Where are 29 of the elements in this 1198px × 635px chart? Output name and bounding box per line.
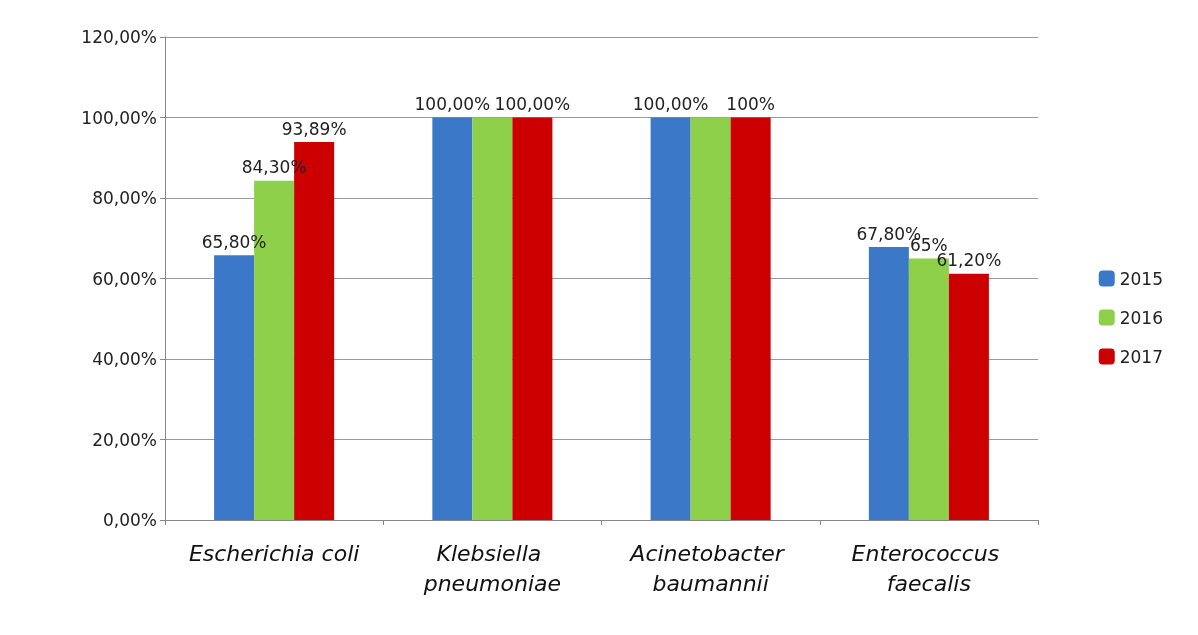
bar (472, 117, 513, 520)
x-tick-label: Acinetobacter baumannii (628, 540, 791, 596)
y-tick-label: 40,00% (92, 349, 157, 369)
bar (690, 117, 731, 520)
y-tick-label: 0,00% (102, 510, 157, 530)
bar (214, 255, 255, 520)
legend-label: 2015 (1119, 268, 1163, 289)
y-tick-label: 120,00% (81, 27, 157, 47)
data-label: 100% (726, 94, 775, 114)
data-label: 93,89% (281, 118, 347, 139)
legend-label: 2016 (1119, 307, 1163, 328)
bar (432, 117, 473, 520)
data-label: 100,00% (494, 94, 571, 114)
y-tick-label: 80,00% (92, 188, 157, 208)
bar (948, 273, 989, 520)
data-label: 61,20% (936, 250, 1002, 271)
y-tick-label: 100,00% (81, 107, 157, 128)
bar (512, 117, 553, 520)
data-label: 100,00% (414, 94, 491, 114)
legend-label: 2017 (1119, 346, 1163, 367)
x-tick-label: Escherichia coli (188, 540, 360, 566)
x-tick-label: Klebsiella pneumoniae (422, 540, 562, 596)
y-tick-label: 20,00% (92, 429, 157, 450)
y-tick-label: 60,00% (92, 268, 157, 289)
x-tick-label: Enterococcus faecalis (851, 540, 1007, 596)
bar (868, 247, 909, 520)
data-label: 100,00% (632, 94, 709, 114)
bar (650, 117, 691, 520)
bar (730, 117, 771, 520)
